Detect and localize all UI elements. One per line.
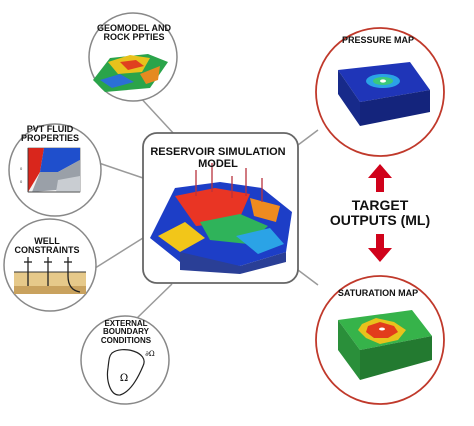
pressure-label: PRESSURE MAP [341, 35, 414, 45]
svg-text:0: 0 [20, 179, 23, 184]
boundary-node: Ω ∂Ω [80, 315, 170, 405]
boundary-shape [106, 349, 145, 396]
connector-well [91, 237, 144, 271]
connector-boundary [134, 283, 173, 321]
center-label: RESERVOIR SIMULATION MODEL [150, 146, 286, 170]
well-label: WELL CONSTRAINTS [14, 236, 80, 256]
target-arrows [368, 164, 392, 262]
target-outputs-label: TARGET OUTPUTS (ML) [310, 198, 450, 227]
saturation-map-image [338, 310, 432, 380]
saturation-node [315, 275, 445, 405]
arrow-down [368, 234, 392, 262]
target-line2: OUTPUTS (ML) [329, 211, 431, 228]
connector-geomodel [137, 94, 176, 136]
saturation-label: SATURATION MAP [337, 288, 419, 298]
well-image [14, 257, 86, 294]
boundary-symbol: ∂Ω [145, 350, 155, 358]
geomodel-image [93, 54, 168, 92]
boundary-label: EXTERNAL BOUNDARY CONDITIONS [100, 319, 152, 345]
omega-symbol: Ω [120, 373, 128, 384]
pvt-chart-image: 0 0 [20, 147, 81, 193]
target-line1: TARGET [351, 197, 409, 213]
arrow-up [368, 164, 392, 192]
well-node [3, 218, 97, 312]
pvt-label: PVT FLUID PROPERTIES [20, 124, 79, 144]
svg-text:0: 0 [20, 166, 23, 171]
connector-pressure [297, 129, 319, 146]
geomodel-label: GEOMODEL AND ROCK PPTIES [96, 23, 171, 43]
geomodel-node [88, 12, 178, 102]
pvt-node: 0 0 [8, 123, 102, 217]
connector-saturation [297, 269, 319, 286]
pressure-map-image [338, 62, 430, 126]
center-node [142, 132, 299, 284]
pressure-node [315, 27, 445, 157]
reservoir-model-image [150, 163, 292, 274]
